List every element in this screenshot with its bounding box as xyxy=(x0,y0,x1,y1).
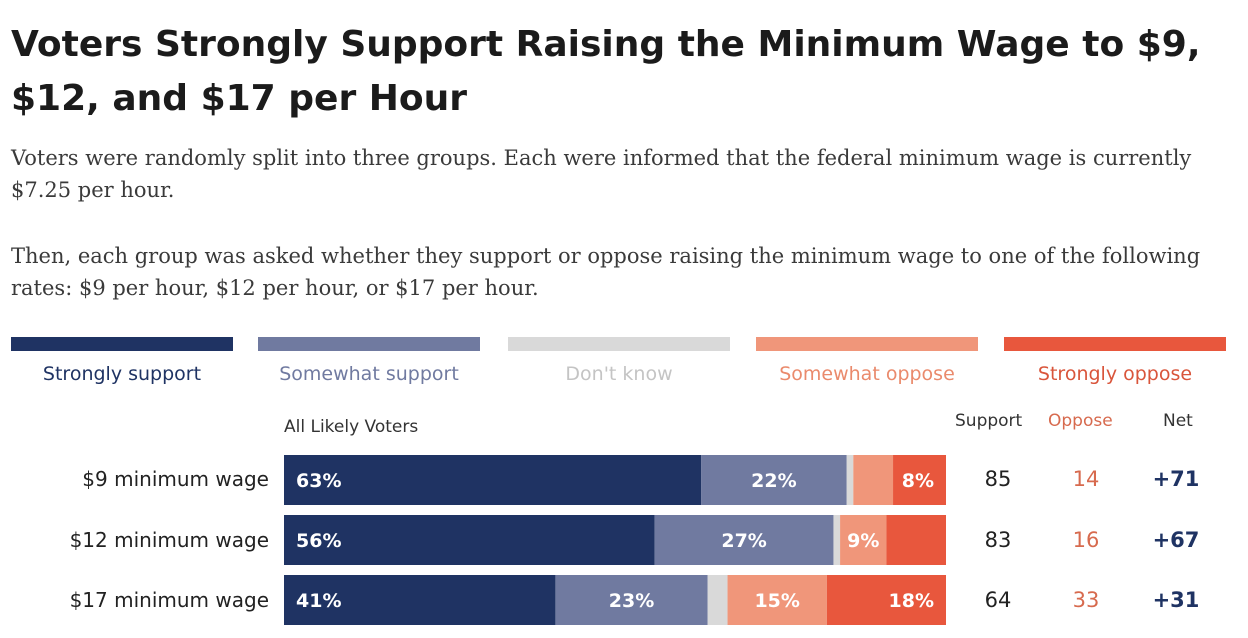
data-label: 9% xyxy=(847,530,879,552)
legend-item-somewhat-support: Somewhat support xyxy=(258,337,480,385)
bar-segment-strongly-oppose xyxy=(886,515,946,565)
legend-swatch-strongly-support xyxy=(11,337,233,351)
legend-label-dont-know: Don't know xyxy=(565,363,673,385)
net-value: +67 xyxy=(1152,528,1200,552)
bar-segment-strongly-support xyxy=(284,515,655,565)
bar-segment-somewhat-support xyxy=(654,515,834,565)
oppose-value: 33 xyxy=(1072,588,1100,612)
row-label-12: $12 minimum wage xyxy=(69,528,269,552)
legend-item-somewhat-oppose: Somewhat oppose xyxy=(756,337,978,385)
data-label: 63% xyxy=(296,470,341,492)
oppose-value: 16 xyxy=(1072,528,1100,552)
oppose-header: Oppose xyxy=(1048,411,1113,431)
chart-title: Voters Strongly Support Raising the Mini… xyxy=(11,24,1201,119)
row-label-17: $17 minimum wage xyxy=(69,588,269,612)
support-value: 85 xyxy=(984,467,1012,491)
bar-segment-strongly-support xyxy=(284,455,702,505)
row-label-9: $9 minimum wage xyxy=(82,467,269,491)
legend-label-somewhat-support: Somewhat support xyxy=(279,363,459,385)
support-value: 83 xyxy=(984,528,1012,552)
bar-segment-somewhat-support xyxy=(555,575,708,625)
oppose-value: 14 xyxy=(1072,467,1100,491)
data-label: 56% xyxy=(296,530,341,552)
data-label: 23% xyxy=(609,590,654,612)
data-label: 41% xyxy=(296,590,341,612)
axis-label: All Likely Voters xyxy=(284,417,419,437)
support-value: 64 xyxy=(984,588,1012,612)
legend-swatch-strongly-oppose xyxy=(1004,337,1226,351)
legend-item-strongly-support: Strongly support xyxy=(11,337,233,385)
bar-segment-somewhat-oppose xyxy=(727,575,827,625)
net-value: +71 xyxy=(1152,467,1200,491)
data-label: 22% xyxy=(751,470,796,492)
legend-item-strongly-oppose: Strongly oppose xyxy=(1004,337,1226,385)
legend-label-somewhat-oppose: Somewhat oppose xyxy=(779,363,955,385)
data-label: 18% xyxy=(889,590,934,612)
description-paragraph-2: Then, each group was asked whether they … xyxy=(11,244,1201,300)
bar-segment-somewhat-oppose xyxy=(853,455,894,505)
data-label: 8% xyxy=(902,470,934,492)
bar-segment-strongly-support xyxy=(284,575,556,625)
bar-segment-dont-know xyxy=(846,455,854,505)
bar-segment-strongly-oppose xyxy=(893,455,946,505)
bar-segment-dont-know xyxy=(833,515,841,565)
net-header: Net xyxy=(1163,411,1193,431)
bar-segment-somewhat-support xyxy=(701,455,847,505)
bar-segment-dont-know xyxy=(707,575,728,625)
data-label: 27% xyxy=(721,530,766,552)
description-paragraph-1: Voters were randomly split into three gr… xyxy=(11,146,1192,202)
legend-swatch-somewhat-oppose xyxy=(756,337,978,351)
legend-swatch-somewhat-support xyxy=(258,337,480,351)
net-value: +31 xyxy=(1152,588,1200,612)
data-label: 15% xyxy=(754,590,799,612)
support-header: Support xyxy=(955,411,1023,431)
legend-label-strongly-oppose: Strongly oppose xyxy=(1037,363,1193,385)
legend-item-dont-know: Don't know xyxy=(508,337,730,385)
legend-swatch-dont-know xyxy=(508,337,730,351)
bar-segment-strongly-oppose xyxy=(826,575,946,625)
legend-label-strongly-support: Strongly support xyxy=(42,363,202,385)
bar-segment-somewhat-oppose xyxy=(840,515,887,565)
